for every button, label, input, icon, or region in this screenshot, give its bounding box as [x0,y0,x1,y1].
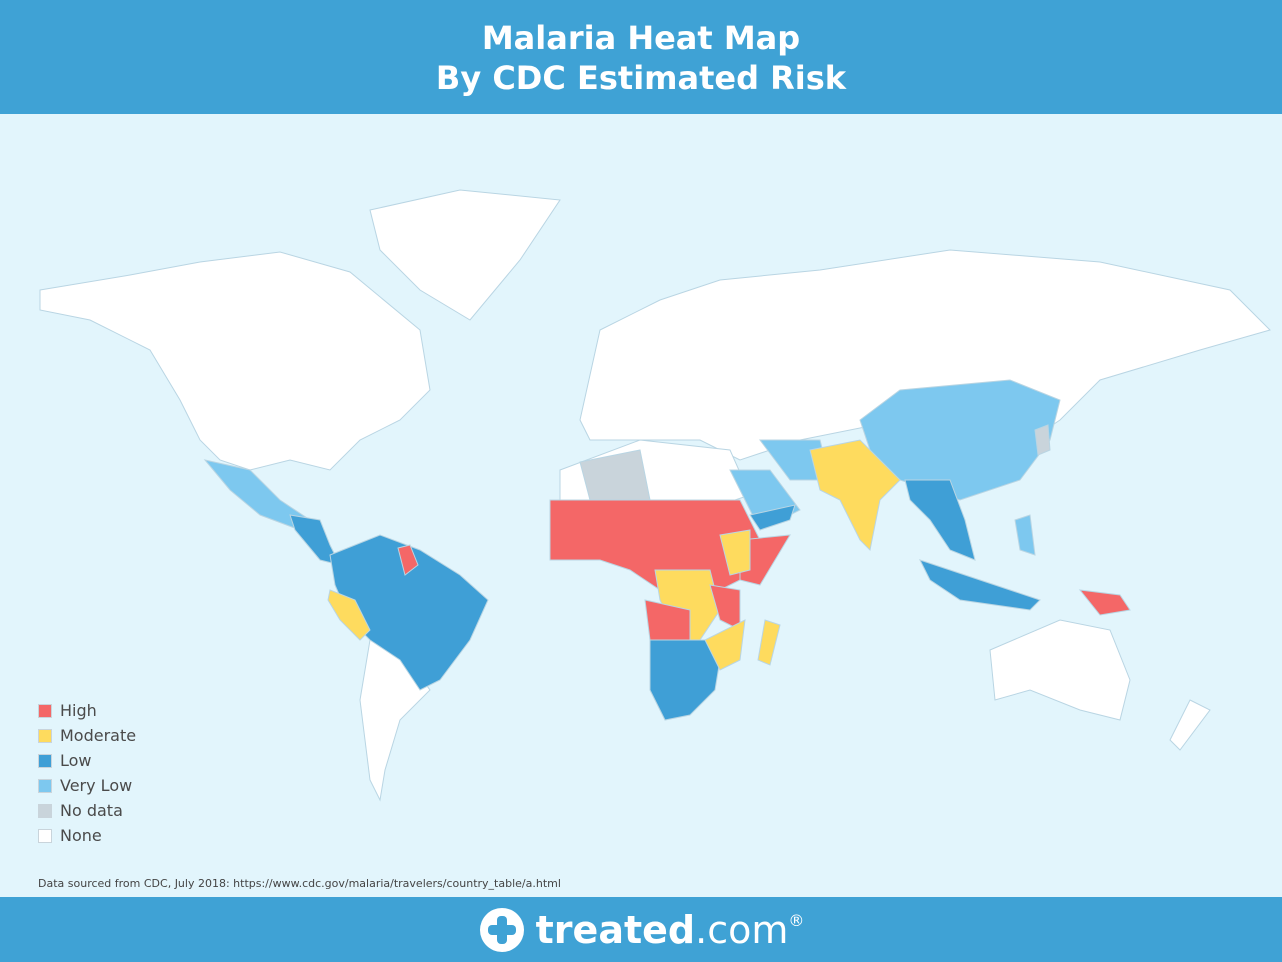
region [989,619,1131,721]
land [39,189,1271,802]
region [579,249,1271,481]
region [719,529,751,576]
legend-item: No data [38,798,136,823]
region [919,559,1041,611]
region [809,439,901,552]
legend-swatch [38,703,52,718]
legend-item: High [38,698,136,723]
region [579,449,651,501]
legend: High Moderate Low Very Low No data None [38,698,136,848]
region [1169,699,1211,751]
legend-label: None [60,826,102,845]
title: Malaria Heat Map [481,19,801,57]
legend-swatch [38,753,52,768]
legend-label: Very Low [60,776,133,795]
region [704,619,746,671]
legend-item: Very Low [38,773,136,798]
region [1014,514,1036,556]
region [749,504,796,531]
region [1034,424,1051,456]
region [327,589,371,641]
logo-icon [479,907,524,952]
region [397,544,419,576]
legend-swatch [38,803,52,818]
header: Malaria Heat Map By CDC Estimated Risk [0,0,1282,114]
region [369,189,561,321]
legend-label: High [60,701,97,720]
legend-item: None [38,823,136,848]
legend-swatch [38,728,52,743]
source-note: Data sourced from CDC, July 2018: https:… [38,877,561,890]
brand: treated [535,907,696,952]
legend-item: Moderate [38,723,136,748]
region [649,639,721,721]
legend-label: Moderate [60,726,137,745]
legend-swatch [38,778,52,793]
region [359,639,431,802]
legend-label: No data [60,801,123,820]
world-map [39,189,1271,802]
footer: treated .com ® [0,897,1282,962]
brand-domain: .com [695,907,789,952]
legend-label: Low [60,751,92,770]
region [1078,589,1131,616]
risk-regions [203,379,1131,721]
region [39,251,431,471]
registered-mark: ® [788,911,805,930]
region [904,479,976,561]
subtitle: By CDC Estimated Risk [435,59,847,97]
legend-swatch [38,828,52,843]
legend-item: Low [38,748,136,773]
region [757,619,781,666]
